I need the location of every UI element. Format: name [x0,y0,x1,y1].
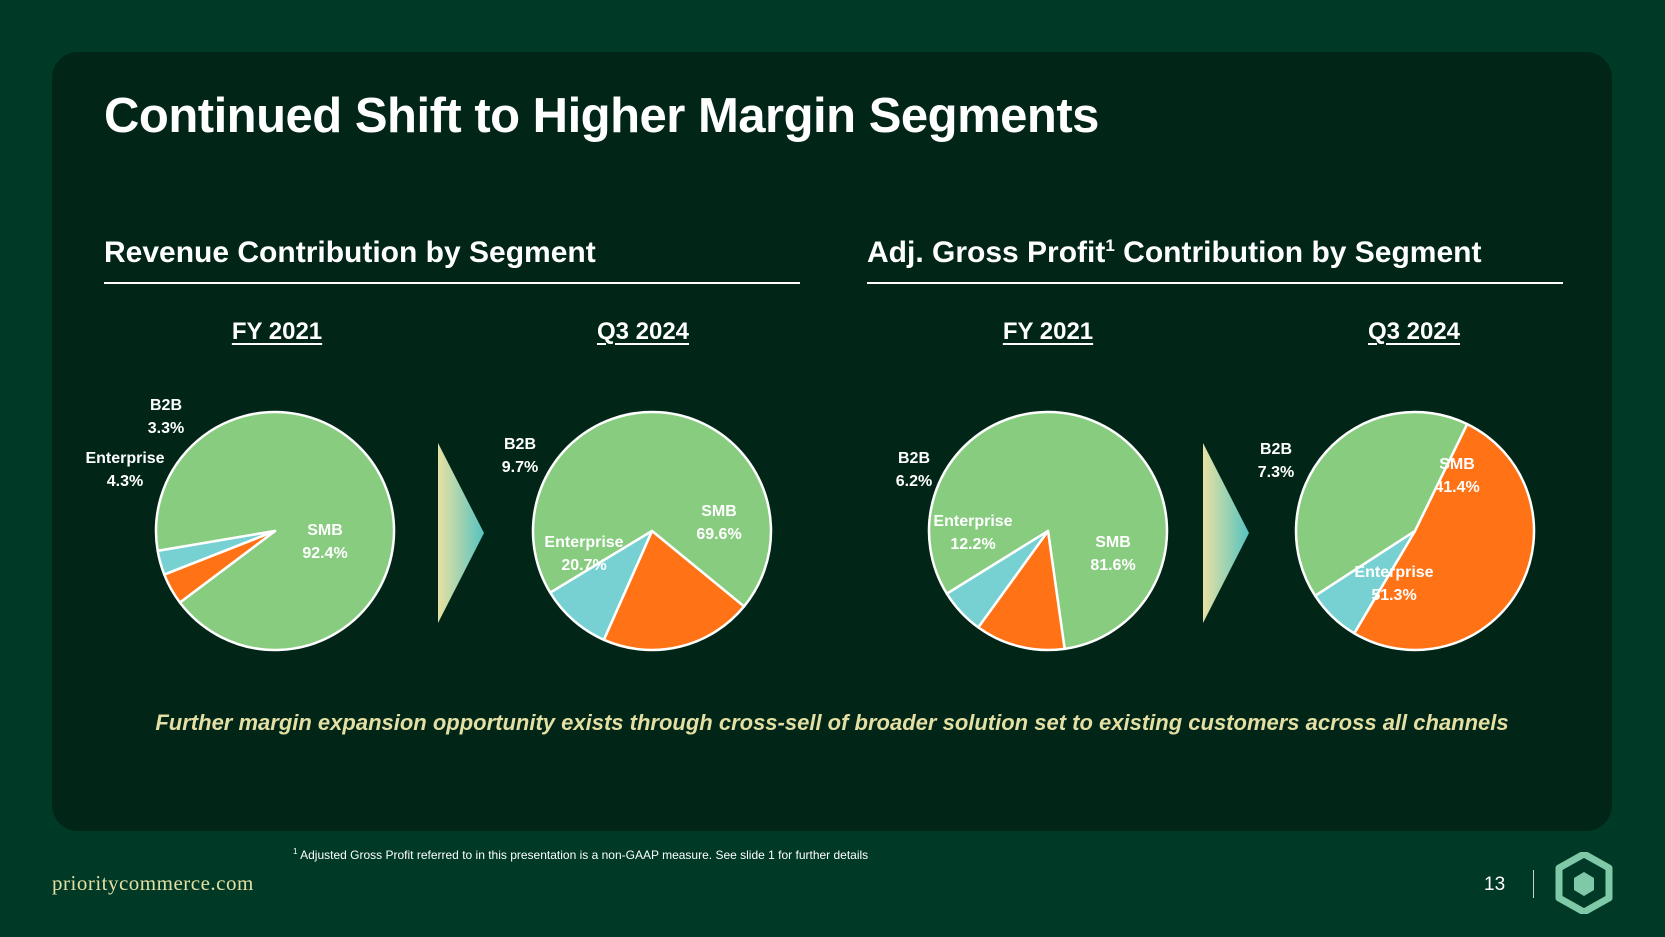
pie-label-value: 7.3% [1258,464,1294,481]
page-number: 13 [1484,874,1506,895]
pie-label-value: 9.7% [502,459,538,476]
revenue-q32024-pie-chart: SMB 69.6% Enterprise 20.7% B2B 9.7% [502,410,773,652]
gross-profit-section-title: Adj. Gross Profit1 Contribution by Segme… [867,236,1481,270]
footnote-text: Adjusted Gross Profit referred to in thi… [297,848,869,862]
revenue-transition-arrow [438,443,484,623]
gross-profit-transition-arrow [1203,443,1249,623]
pie-label-enterprise: Enterprise 51.3% [1354,564,1433,604]
pie-label-value: 4.3% [107,473,143,490]
pie-label-name: SMB [1095,534,1131,551]
pie-label-smb: SMB 69.6% [696,503,741,543]
pie-label-name: B2B [1260,441,1292,458]
pie-label-value: 69.6% [696,526,741,543]
pie-label-name: SMB [307,522,343,539]
revenue-section-rule [104,282,800,284]
gross-profit-section-rule [867,282,1563,284]
pie-label-value: 92.4% [302,545,347,562]
footnote-marker: 1 [293,847,298,856]
pie-label-enterprise: Enterprise 20.7% [544,534,623,574]
pie-label-b2b: B2B 6.2% [896,450,932,490]
pie-slice-b2b [1313,529,1417,635]
slide-title: Continued Shift to Higher Margin Segment… [104,89,1099,143]
pie-label-value: 51.3% [1371,587,1416,604]
pie-slice-b2b [548,529,654,642]
chart-3-period: FY 2021 [1002,318,1094,345]
pie-label-enterprise: Enterprise 12.2% [933,513,1012,553]
pie-slice-smb [531,410,773,608]
chart-1-period: FY 2021 [231,318,323,345]
pie-slice-enterprise [1352,422,1536,652]
pie-label-b2b: B2B 9.7% [502,436,538,476]
priority-logo-icon [1555,852,1613,914]
pie-label-smb: SMB 92.4% [302,522,347,562]
margin-expansion-tagline: Further margin expansion opportunity exi… [155,710,1509,735]
pie-slice-smb [1294,410,1469,598]
pie-label-smb: SMB 41.4% [1434,456,1479,496]
pie-label-name: B2B [898,450,930,467]
pie-label-name: Enterprise [1354,564,1433,581]
pie-label-value: 3.3% [148,420,184,437]
footer-divider [1533,870,1534,898]
footnote: 1 Adjusted Gross Profit referred to in t… [293,847,868,862]
gross-profit-title-sup: 1 [1105,236,1115,255]
website-url[interactable]: prioritycommerce.com [52,871,254,895]
gross-profit-fy2021-pie-chart: SMB 81.6% Enterprise 12.2% B2B 6.2% [896,410,1169,652]
revenue-section-title: Revenue Contribution by Segment [104,236,596,269]
pie-label-value: 81.6% [1090,557,1135,574]
pie-label-name: SMB [701,503,737,520]
pie-label-name: Enterprise [933,513,1012,530]
pie-label-name: SMB [1439,456,1475,473]
pie-label-name: B2B [150,397,182,414]
pie-slice-b2b [156,529,277,576]
revenue-fy2021-pie-chart: SMB 92.4% Enterprise 4.3% B2B 3.3% [85,397,396,652]
pie-label-value: 41.4% [1434,479,1479,496]
pie-slice-b2b [945,529,1050,629]
gross-profit-q32024-pie-chart: SMB 41.4% Enterprise 51.3% B2B 7.3% [1258,410,1536,652]
pie-label-smb: SMB 81.6% [1090,534,1135,574]
pie-label-name: B2B [504,436,536,453]
pie-label-name: Enterprise [85,450,164,467]
pie-label-value: 6.2% [896,473,932,490]
pie-label-enterprise: Enterprise 4.3% [85,450,164,490]
pie-label-value: 12.2% [950,536,995,553]
pie-label-value: 20.7% [561,557,606,574]
chart-2-period: Q3 2024 [596,318,690,345]
pie-label-b2b: B2B 7.3% [1258,441,1294,481]
pie-slice-enterprise [977,529,1066,652]
gross-profit-title-main: Adj. Gross Profit [867,236,1106,269]
gross-profit-title-rest: Contribution by Segment [1114,236,1482,269]
chart-4-period: Q3 2024 [1367,318,1461,345]
pie-label-b2b: B2B 3.3% [148,397,184,437]
pie-label-name: Enterprise [544,534,623,551]
